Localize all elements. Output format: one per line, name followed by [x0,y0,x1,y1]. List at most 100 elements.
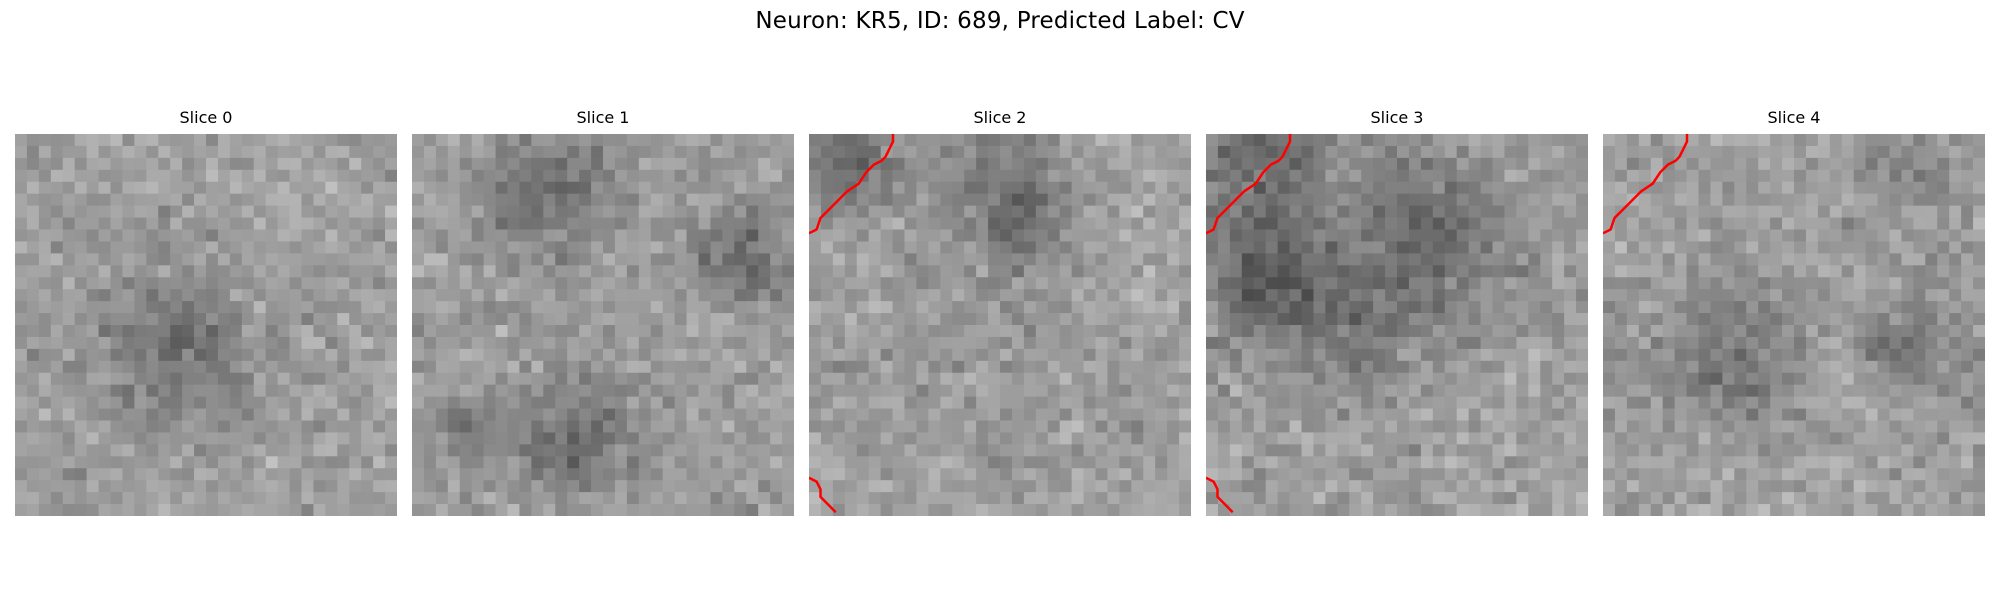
pixel-cell [1301,157,1314,171]
pixel-cell [626,444,640,457]
pixel-cell [313,277,326,290]
pixel-cell [1265,468,1279,481]
pixel-cell [1000,181,1013,195]
pixel-cell [638,145,652,159]
slice-panel-0: Slice 0 [15,108,397,516]
pixel-cell [1468,217,1481,230]
pixel-cell [1047,372,1061,386]
pixel-cell [182,157,195,171]
pixel-cell [1119,205,1132,218]
pixel-cell [988,480,1001,493]
pixel-cell [746,432,759,445]
pixel-cell [1889,408,1902,421]
pixel-cell [1468,145,1481,159]
pixel-cell [1650,181,1664,195]
pixel-cell [1770,205,1783,218]
pixel-cell [1011,313,1025,326]
pixel-cell [758,181,771,195]
pixel-cell [373,301,386,314]
pixel-cell [1035,265,1049,278]
pixel-cell [1217,325,1231,338]
pixel-cell [758,480,771,493]
pixel-cell [746,169,759,183]
pixel-cell [1385,301,1398,314]
pixel-cell [265,468,279,481]
pixel-cell [770,181,783,195]
pixel-cell [1805,444,1819,457]
pixel-cell [158,313,171,326]
pixel-cell [1420,277,1434,290]
pixel-cell [361,456,374,469]
pixel-cell [1444,348,1458,362]
pixel-cell [809,372,822,386]
pixel-cell [904,301,917,314]
pixel-cell [435,372,449,386]
pixel-cell [868,217,882,230]
pixel-cell [746,480,759,493]
pixel-cell [1877,408,1890,421]
pixel-cell [698,432,711,445]
pixel-cell [1865,301,1878,314]
pixel-cell [1528,384,1541,398]
pixel-cell [626,253,640,266]
pixel-cell [1206,277,1219,290]
pixel-cell [1095,325,1108,338]
pixel-cell [1337,217,1350,230]
pixel-cell [1206,169,1219,183]
pixel-cell [674,384,687,398]
pixel-cell [1000,134,1013,147]
pixel-cell [507,169,520,183]
pixel-cell [134,181,147,195]
pixel-cell [1444,325,1458,338]
pixel-cell [1710,253,1723,266]
pixel-cell [1456,408,1470,421]
pixel-cell [1456,205,1470,218]
pixel-cell [1770,157,1783,171]
pixel-cell [1504,229,1517,242]
pixel-cell [1805,229,1819,242]
pixel-cell [26,396,40,409]
pixel-cell [1817,313,1831,326]
pixel-cell [1961,169,1974,183]
pixel-cell [459,408,473,421]
pixel-cell [1432,193,1446,207]
pixel-cell [110,301,123,314]
pixel-cell [988,444,1001,457]
pixel-cell [62,348,76,362]
pixel-cell [1722,277,1735,290]
pixel-cell [313,432,326,445]
pixel-cell [1444,265,1458,278]
pixel-cell [1420,229,1434,242]
pixel-cell [483,301,496,314]
pixel-cell [146,205,159,218]
pixel-cell [1492,348,1505,362]
pixel-cell [543,145,556,159]
pixel-cell [1889,277,1902,290]
pixel-cell [349,181,362,195]
slice-panel-1: Slice 1 [412,108,794,516]
pixel-cell [495,157,508,171]
pixel-cell [686,504,699,516]
pixel-cell [1468,181,1481,195]
pixel-cell [1492,313,1505,326]
pixel-cell [313,325,326,338]
pixel-cell [734,181,747,195]
pixel-cell [662,253,676,266]
pixel-cell [543,134,556,147]
pixel-cell [1337,336,1350,350]
pixel-cell [650,492,664,505]
pixel-cell [916,205,929,218]
pixel-cell [1614,396,1628,409]
pixel-cell [1829,372,1843,386]
pixel-cell [734,408,747,421]
pixel-cell [579,372,592,386]
pixel-cell [86,432,99,445]
pixel-cell [26,181,40,195]
pixel-cell [1626,396,1640,409]
pixel-cell [555,205,568,218]
pixel-cell [1143,456,1156,469]
pixel-cell [1000,325,1013,338]
pixel-cell [206,348,219,362]
pixel-cell [674,134,687,147]
pixel-cell [1107,468,1120,481]
